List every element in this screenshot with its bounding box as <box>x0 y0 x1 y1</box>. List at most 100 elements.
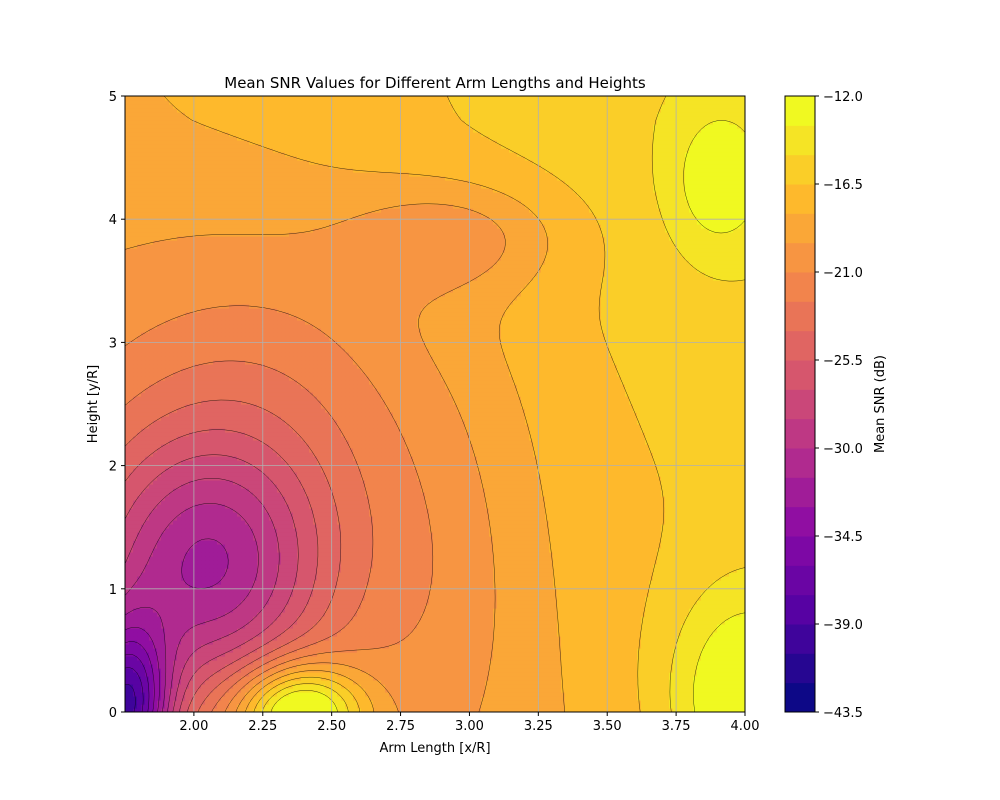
contour-cell <box>617 688 622 693</box>
contour-cell <box>173 652 178 657</box>
contour-cell <box>373 704 378 709</box>
contour-cell <box>629 624 634 629</box>
contour-cell <box>705 664 710 669</box>
contour-cell <box>441 668 446 673</box>
contour-cell <box>169 704 174 709</box>
contour-cell <box>585 636 590 641</box>
contour-cell <box>581 692 586 697</box>
contour-cell <box>325 624 330 629</box>
contour-cell <box>313 648 318 653</box>
contour-cell <box>589 692 594 697</box>
contour-cell <box>717 692 722 697</box>
contour-cell <box>209 676 214 681</box>
contour-cell <box>717 664 722 669</box>
contour-cell <box>257 584 262 589</box>
contour-cell <box>305 680 310 685</box>
contour-cell <box>733 596 738 601</box>
contour-cell <box>509 700 514 705</box>
contour-cell <box>389 632 394 637</box>
contour-cell <box>269 628 274 633</box>
contour-cell <box>453 696 458 701</box>
contour-cell <box>169 688 174 693</box>
contour-cell <box>541 648 546 653</box>
contour-cell <box>581 656 586 661</box>
contour-cell <box>701 584 706 589</box>
contour-cell <box>521 600 526 605</box>
contour-cell <box>465 596 470 601</box>
contour-cell <box>425 584 430 589</box>
contour-cell <box>305 668 310 673</box>
contour-cell <box>413 632 418 637</box>
contour-cell <box>373 612 378 617</box>
contour-cell <box>289 632 294 637</box>
contour-cell <box>377 640 382 645</box>
contour-cell <box>657 692 662 697</box>
contour-cell <box>361 704 366 709</box>
contour-cell <box>617 596 622 601</box>
contour-cell <box>441 672 446 677</box>
contour-cell <box>161 652 166 657</box>
contour-cell <box>281 584 286 589</box>
contour-cell <box>269 584 274 589</box>
contour-cell <box>305 700 310 705</box>
contour-cell <box>337 664 342 669</box>
contour-cell <box>213 632 218 637</box>
contour-cell <box>129 612 134 617</box>
contour-cell <box>681 696 686 701</box>
contour-cell <box>473 600 478 605</box>
contour-cell <box>693 632 698 637</box>
contour-cell <box>169 676 174 681</box>
contour-cell <box>553 704 558 709</box>
contour-cell <box>601 676 606 681</box>
contour-cell <box>361 700 366 705</box>
contour-cell <box>125 680 130 685</box>
contour-cell <box>357 636 362 641</box>
contour-cell <box>237 664 242 669</box>
contour-cell <box>677 608 682 613</box>
contour-cell <box>673 692 678 697</box>
contour-cell <box>721 624 726 629</box>
contour-cell <box>137 648 142 653</box>
contour-cell <box>609 680 614 685</box>
contour-cell <box>425 688 430 693</box>
contour-cell <box>421 688 426 693</box>
contour-cell <box>341 640 346 645</box>
contour-cell <box>273 696 278 701</box>
contour-cell <box>137 616 142 621</box>
contour-cell <box>357 640 362 645</box>
contour-cell <box>461 700 466 705</box>
contour-cell <box>597 704 602 709</box>
contour-cell <box>697 676 702 681</box>
contour-cell <box>361 644 366 649</box>
contour-cell <box>161 632 166 637</box>
contour-cell <box>265 616 270 621</box>
contour-cell <box>513 592 518 597</box>
contour-cell <box>145 656 150 661</box>
contour-cell <box>665 636 670 641</box>
contour-cell <box>393 648 398 653</box>
contour-cell <box>633 652 638 657</box>
contour-cell <box>281 604 286 609</box>
contour-cell <box>333 624 338 629</box>
contour-cell <box>149 700 154 705</box>
contour-cell <box>613 668 618 673</box>
contour-cell <box>649 652 654 657</box>
contour-cell <box>505 632 510 637</box>
contour-cell <box>589 640 594 645</box>
contour-cell <box>253 648 258 653</box>
contour-cell <box>485 656 490 661</box>
contour-cell <box>173 644 178 649</box>
contour-cell <box>333 620 338 625</box>
contour-cell <box>197 596 202 601</box>
contour-cell <box>637 624 642 629</box>
contour-cell <box>341 656 346 661</box>
contour-cell <box>377 704 382 709</box>
contour-cell <box>713 644 718 649</box>
contour-cell <box>569 620 574 625</box>
contour-cell <box>645 648 650 653</box>
contour-cell <box>537 652 542 657</box>
contour-cell <box>677 656 682 661</box>
contour-cell <box>537 640 542 645</box>
contour-cell <box>645 660 650 665</box>
contour-cell <box>601 700 606 705</box>
